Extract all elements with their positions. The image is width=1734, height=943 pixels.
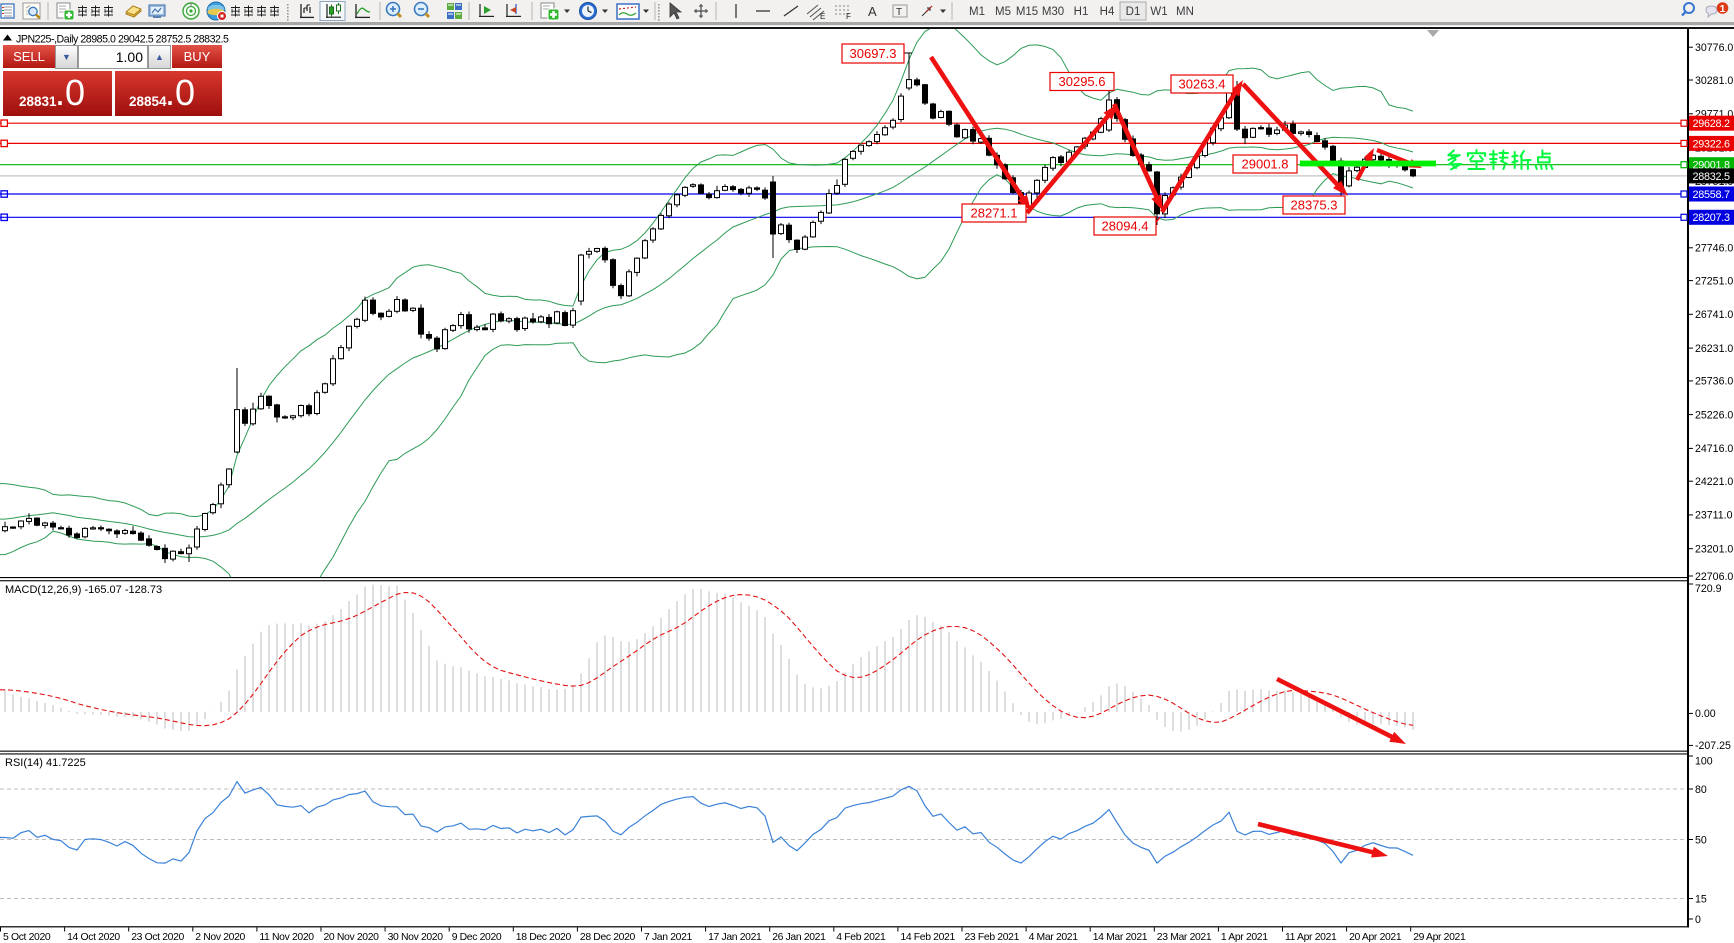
svg-text:23 Mar 2021: 23 Mar 2021: [1157, 932, 1212, 943]
svg-text:30 Nov 2020: 30 Nov 2020: [388, 932, 444, 943]
svg-text:23711.0: 23711.0: [1695, 510, 1733, 522]
svg-text:4 Feb 2021: 4 Feb 2021: [836, 932, 886, 943]
svg-text:20 Nov 2020: 20 Nov 2020: [324, 932, 380, 943]
svg-text:9 Dec 2020: 9 Dec 2020: [452, 932, 502, 943]
svg-text:A: A: [868, 4, 877, 19]
svg-text:720.9: 720.9: [1695, 583, 1722, 595]
svg-text:T: T: [896, 7, 902, 18]
svg-text:24716.0: 24716.0: [1695, 443, 1733, 455]
svg-text:H1: H1: [1074, 6, 1089, 18]
svg-text:M30: M30: [1042, 6, 1064, 18]
svg-text:17 Jan 2021: 17 Jan 2021: [708, 932, 762, 943]
svg-text:30697.3: 30697.3: [850, 46, 897, 61]
svg-text:30263.4: 30263.4: [1179, 77, 1226, 92]
svg-text:23 Oct 2020: 23 Oct 2020: [131, 932, 184, 943]
svg-text:23201.0: 23201.0: [1695, 544, 1733, 556]
svg-text:100: 100: [1695, 755, 1713, 767]
svg-text:M5: M5: [995, 6, 1011, 18]
svg-text:14 Feb 2021: 14 Feb 2021: [900, 932, 955, 943]
svg-text:25736.0: 25736.0: [1695, 376, 1733, 388]
svg-text:29 Apr 2021: 29 Apr 2021: [1413, 932, 1466, 943]
svg-text:28 Dec 2020: 28 Dec 2020: [580, 932, 636, 943]
svg-text:30295.6: 30295.6: [1059, 74, 1106, 89]
svg-text:28832.5: 28832.5: [1693, 171, 1731, 183]
svg-text:50: 50: [1695, 834, 1707, 846]
svg-text:28207.3: 28207.3: [1693, 212, 1731, 224]
svg-text:26 Jan 2021: 26 Jan 2021: [772, 932, 826, 943]
svg-text:14 Oct 2020: 14 Oct 2020: [67, 932, 120, 943]
svg-text:MN: MN: [1176, 6, 1194, 18]
svg-text:28558.7: 28558.7: [1693, 189, 1731, 201]
svg-text:15: 15: [1695, 893, 1707, 905]
svg-text:JPN225-,Daily 28985.0 29042.5: JPN225-,Daily 28985.0 29042.5 28752.5 28…: [16, 33, 229, 45]
svg-text:4 Mar 2021: 4 Mar 2021: [1029, 932, 1079, 943]
svg-text:1 Apr 2021: 1 Apr 2021: [1221, 932, 1268, 943]
svg-text:0.00: 0.00: [1695, 708, 1716, 720]
svg-text:D1: D1: [1126, 6, 1141, 18]
svg-text:11 Nov 2020: 11 Nov 2020: [259, 932, 314, 943]
svg-text:-207.25: -207.25: [1695, 740, 1731, 752]
svg-text:11 Apr 2021: 11 Apr 2021: [1285, 932, 1337, 943]
svg-text:1: 1: [1720, 3, 1726, 15]
svg-text:H4: H4: [1100, 6, 1115, 18]
svg-text:24221.0: 24221.0: [1695, 476, 1733, 488]
svg-text:18 Dec 2020: 18 Dec 2020: [516, 932, 572, 943]
svg-text:2 Nov 2020: 2 Nov 2020: [195, 932, 245, 943]
svg-text:0: 0: [1695, 914, 1701, 926]
svg-text:80: 80: [1695, 784, 1707, 796]
svg-text:7 Jan 2021: 7 Jan 2021: [644, 932, 692, 943]
svg-text:E: E: [820, 12, 825, 21]
svg-text:30281.0: 30281.0: [1695, 75, 1733, 87]
svg-text:28094.4: 28094.4: [1102, 219, 1149, 234]
svg-text:RSI(14) 41.7225: RSI(14) 41.7225: [5, 757, 86, 769]
svg-text:28271.1: 28271.1: [971, 206, 1018, 221]
svg-text:27746.0: 27746.0: [1695, 243, 1733, 255]
svg-text:23 Feb 2021: 23 Feb 2021: [965, 932, 1020, 943]
svg-text:W1: W1: [1150, 6, 1167, 18]
svg-text:26741.0: 26741.0: [1695, 309, 1733, 321]
svg-text:25226.0: 25226.0: [1695, 409, 1733, 421]
svg-text:29628.2: 29628.2: [1693, 118, 1731, 130]
svg-text:28375.3: 28375.3: [1291, 198, 1338, 213]
svg-text:29001.8: 29001.8: [1242, 157, 1289, 172]
svg-text:22706.0: 22706.0: [1695, 571, 1733, 583]
svg-text:26231.0: 26231.0: [1695, 343, 1733, 355]
svg-text:20 Apr 2021: 20 Apr 2021: [1349, 932, 1402, 943]
svg-text:30776.0: 30776.0: [1695, 42, 1733, 54]
svg-text:29322.6: 29322.6: [1693, 138, 1731, 150]
svg-text:5 Oct 2020: 5 Oct 2020: [3, 932, 51, 943]
svg-text:M15: M15: [1016, 6, 1038, 18]
svg-text:F: F: [846, 12, 851, 21]
svg-text:27251.0: 27251.0: [1695, 275, 1733, 287]
svg-text:MACD(12,26,9) -165.07 -128.73: MACD(12,26,9) -165.07 -128.73: [5, 584, 162, 596]
svg-text:M1: M1: [969, 6, 985, 18]
svg-text:14 Mar 2021: 14 Mar 2021: [1093, 932, 1148, 943]
